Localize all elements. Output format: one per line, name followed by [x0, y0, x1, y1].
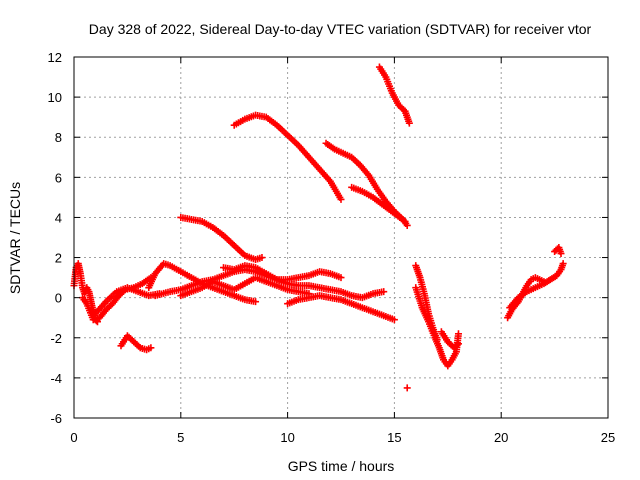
data-point	[380, 288, 388, 296]
series-arc-12	[177, 274, 313, 300]
data-point	[337, 195, 345, 203]
series-arc-13	[220, 262, 388, 302]
series-arc-15	[403, 384, 411, 392]
data-point	[147, 344, 155, 352]
series-arc-18	[437, 328, 462, 352]
data-point	[337, 274, 345, 282]
y-tick-label: 0	[55, 291, 62, 306]
y-axis-label: SDTVAR / TECUs	[7, 182, 23, 294]
data-point	[454, 340, 462, 348]
series-arc-4	[117, 332, 155, 354]
data-point	[405, 119, 413, 127]
x-tick-label: 0	[70, 430, 77, 445]
series-arc-17	[412, 284, 462, 370]
x-tick-label: 25	[601, 430, 615, 445]
data-point	[401, 217, 409, 225]
series-arc-10	[375, 63, 413, 127]
y-tick-label: 2	[55, 251, 62, 266]
data-points-layer	[70, 63, 567, 392]
x-tick-label: 5	[177, 430, 184, 445]
y-tick-label: -2	[50, 331, 62, 346]
x-axis-label: GPS time / hours	[288, 458, 395, 474]
data-point	[390, 316, 398, 324]
series-arc-2	[79, 274, 155, 324]
series-arc-9	[348, 183, 409, 225]
ticks-layer: 0 5 10 15 20 25 -6 -4 -2 0 2 4 6 8 10 12	[48, 50, 616, 445]
data-point	[453, 341, 461, 349]
chart-title: Day 328 of 2022, Sidereal Day-to-day VTE…	[89, 21, 592, 37]
series-arc-7	[230, 111, 345, 203]
grid-layer	[74, 57, 608, 418]
y-tick-label: -6	[50, 411, 62, 426]
data-point	[454, 330, 462, 338]
data-point	[252, 298, 260, 306]
series-arc-21	[551, 244, 565, 258]
data-point	[258, 254, 266, 262]
series-arc-14	[284, 292, 398, 324]
y-tick-label: 4	[55, 210, 62, 225]
x-tick-label: 20	[494, 430, 508, 445]
x-tick-label: 15	[387, 430, 401, 445]
x-tick-label: 10	[280, 430, 294, 445]
series-arc-16	[412, 262, 441, 344]
series-arc-6	[177, 213, 266, 264]
y-tick-label: 10	[48, 90, 62, 105]
data-point	[403, 221, 411, 229]
data-point	[403, 384, 411, 392]
data-point	[557, 250, 565, 258]
series-arc-3	[91, 284, 163, 318]
y-tick-label: 12	[48, 50, 62, 65]
y-tick-label: -4	[50, 371, 62, 386]
series-arc-20	[506, 260, 567, 312]
plot-frame	[73, 56, 609, 419]
y-tick-label: 8	[55, 130, 62, 145]
y-tick-label: 6	[55, 170, 62, 185]
data-point	[559, 260, 567, 268]
